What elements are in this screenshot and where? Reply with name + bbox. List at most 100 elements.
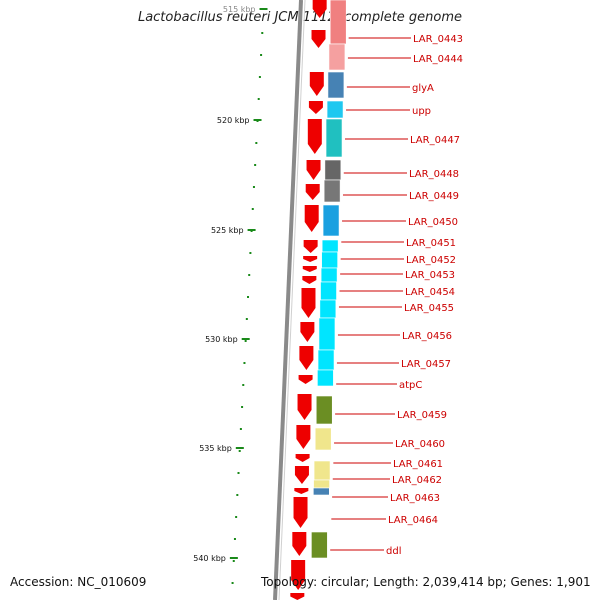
gene-label[interactable]: LAR_0464 (388, 515, 438, 526)
accession-text: Accession: NC_010609 (10, 575, 147, 589)
gene-arrow[interactable] (301, 288, 316, 318)
gene-arrow[interactable] (294, 488, 309, 494)
cog-bar (327, 71, 345, 99)
scale-dot (249, 252, 252, 254)
gene-label[interactable]: atpC (399, 380, 422, 391)
gene-arrow[interactable] (308, 101, 323, 114)
gene-label[interactable]: glyA (412, 83, 434, 94)
scale-tick-label: 520 kbp (217, 116, 250, 125)
gene-arrow[interactable] (293, 497, 308, 528)
cog-bar (325, 118, 343, 158)
gene-arrow[interactable] (291, 560, 306, 590)
cog-bar (318, 317, 336, 351)
gene-arrow[interactable] (298, 375, 313, 384)
genome-backbone-edge (278, 0, 306, 600)
cog-bar (321, 251, 338, 269)
scale-dot (245, 318, 248, 320)
cog-bar (326, 100, 344, 119)
cog-bar (323, 179, 341, 203)
gene-arrow[interactable] (294, 466, 309, 484)
cog-bar (328, 43, 346, 71)
gene-label[interactable]: LAR_0459 (397, 410, 447, 421)
scale-dot (242, 384, 245, 386)
cog-bar (315, 395, 333, 425)
scale-dot (261, 32, 264, 34)
gene-arrow[interactable] (305, 184, 320, 200)
cog-bar (320, 281, 337, 301)
cog-bar (317, 349, 335, 371)
cog-bar (329, 0, 347, 45)
gene-label[interactable]: LAR_0455 (404, 303, 454, 314)
scale-dot (252, 186, 255, 188)
scale-tick-label: 525 kbp (211, 226, 244, 235)
cog-bar (322, 204, 340, 237)
gene-arrow[interactable] (295, 454, 310, 462)
cog-bar (313, 460, 331, 481)
gene-label[interactable]: LAR_0444 (413, 54, 463, 65)
gene-label[interactable]: LAR_0456 (402, 331, 452, 342)
scale-tick-label: 515 kbp (223, 5, 256, 14)
scale-dot (239, 428, 242, 430)
cog-bar (311, 531, 328, 559)
scale-tick-label: 530 kbp (205, 335, 238, 344)
gene-label[interactable]: LAR_0460 (395, 439, 445, 450)
gene-label[interactable]: LAR_0453 (405, 270, 455, 281)
scale-dot (233, 538, 236, 540)
scale-dot (260, 54, 263, 56)
scale-dot (238, 450, 241, 452)
genome-backbone (273, 0, 303, 600)
scale-dot (235, 516, 238, 518)
scale-dot (255, 142, 258, 144)
gene-arrow[interactable] (297, 394, 312, 420)
scale-dot (257, 98, 260, 100)
gene-label[interactable]: LAR_0457 (401, 359, 451, 370)
gene-label[interactable]: LAR_0452 (406, 255, 456, 266)
scale-dot (248, 274, 251, 276)
gene-arrow[interactable] (303, 256, 318, 262)
scale-dot (247, 296, 250, 298)
gene-label[interactable]: LAR_0443 (413, 34, 463, 45)
gene-arrow[interactable] (300, 322, 315, 342)
cog-bar (321, 239, 339, 253)
gene-label[interactable]: LAR_0447 (410, 135, 460, 146)
gene-label[interactable]: LAR_0449 (409, 191, 459, 202)
gene-arrow[interactable] (312, 0, 327, 18)
gene-arrow[interactable] (299, 346, 314, 370)
gene-label[interactable]: LAR_0450 (408, 217, 458, 228)
cog-bar (313, 479, 330, 489)
gene-arrow[interactable] (311, 30, 326, 48)
gene-arrow[interactable] (302, 266, 317, 272)
gene-label[interactable]: ddl (386, 546, 401, 557)
scale-dot (241, 406, 244, 408)
gene-label[interactable]: LAR_0448 (409, 169, 459, 180)
gene-arrow[interactable] (303, 240, 318, 253)
gene-label[interactable]: LAR_0451 (406, 238, 456, 249)
gene-arrow[interactable] (296, 425, 311, 449)
gene-label[interactable]: LAR_0454 (405, 287, 455, 298)
scale-dot (243, 362, 246, 364)
cog-bar (314, 427, 332, 451)
cog-bar (324, 159, 342, 181)
scale-dot (236, 494, 239, 496)
gene-label[interactable]: LAR_0462 (392, 475, 442, 486)
gene-arrow[interactable] (302, 276, 317, 284)
gene-label[interactable]: upp (412, 106, 431, 117)
gene-label[interactable]: LAR_0463 (390, 493, 440, 504)
gene-arrow[interactable] (292, 532, 307, 556)
cog-bar (313, 487, 330, 496)
gene-arrow[interactable] (306, 160, 321, 180)
scale-dot (254, 164, 257, 166)
scale-dot (232, 560, 235, 562)
cog-bar (320, 267, 338, 283)
gene-arrow[interactable] (304, 205, 319, 232)
gene-arrow[interactable] (307, 119, 322, 154)
scale-dot (244, 340, 247, 342)
gene-arrow[interactable] (290, 593, 305, 600)
gene-arrow[interactable] (309, 72, 324, 96)
gene-label[interactable]: LAR_0461 (393, 459, 443, 470)
scale-dot (231, 582, 234, 584)
scale-dot (237, 472, 240, 474)
scale-tick-label: 535 kbp (199, 444, 232, 453)
